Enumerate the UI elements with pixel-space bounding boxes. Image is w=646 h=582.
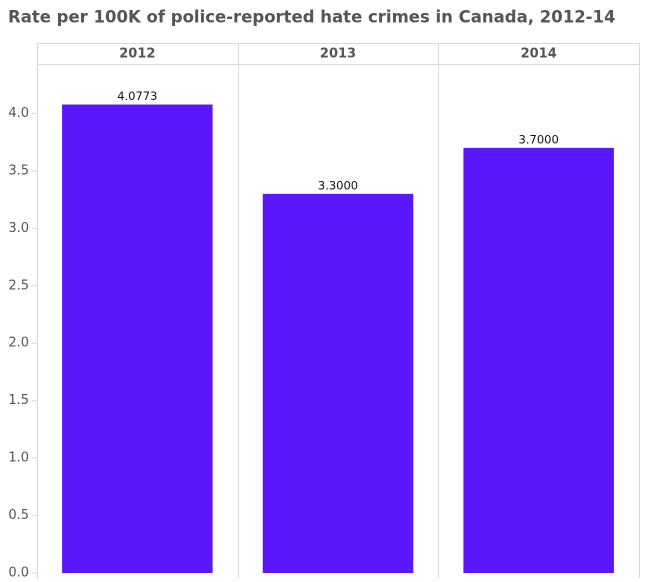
bar bbox=[463, 147, 614, 573]
column-header: 2014 bbox=[521, 47, 557, 62]
bar bbox=[62, 104, 213, 574]
y-tick-label: 2.5 bbox=[8, 278, 29, 293]
column-header: 2013 bbox=[320, 47, 356, 62]
bar bbox=[262, 193, 414, 574]
y-tick-label: 1.5 bbox=[8, 393, 29, 408]
value-label: 4.0773 bbox=[117, 89, 157, 103]
column-header: 2012 bbox=[119, 47, 155, 62]
y-tick-label: 3.5 bbox=[8, 163, 29, 178]
y-tick-label: 2.0 bbox=[8, 336, 29, 351]
y-tick-label: 4.0 bbox=[8, 106, 29, 121]
value-label: 3.7000 bbox=[519, 132, 559, 146]
y-tick-label: 3.0 bbox=[8, 221, 29, 236]
y-tick-label: 0.5 bbox=[8, 508, 29, 523]
chart-title: Rate per 100K of police-reported hate cr… bbox=[8, 8, 616, 27]
y-tick-label: 1.0 bbox=[8, 451, 29, 466]
value-label: 3.3000 bbox=[318, 178, 358, 192]
y-tick-label: 0.0 bbox=[8, 566, 29, 581]
